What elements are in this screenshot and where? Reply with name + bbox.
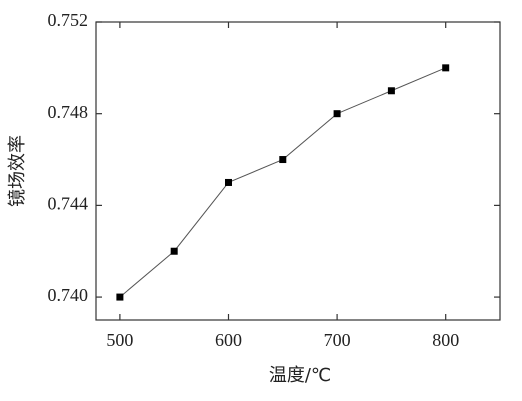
plot-frame: [95, 21, 501, 321]
marker: [116, 293, 124, 301]
marker: [442, 64, 450, 72]
x-tick-label: 500: [106, 330, 133, 350]
y-tick-label: 0.752: [48, 10, 89, 30]
marker: [387, 87, 395, 95]
y-tick-label: 0.740: [48, 285, 89, 305]
x-tick-label: 800: [432, 330, 459, 350]
y-axis-label: 镜场效率: [7, 135, 28, 207]
series-line: [119, 67, 446, 298]
marker: [279, 156, 287, 164]
marker: [224, 178, 232, 186]
x-tick-label: 700: [324, 330, 351, 350]
marker: [170, 247, 178, 255]
y-tick-label: 0.748: [48, 102, 89, 122]
marker: [333, 110, 341, 118]
y-tick-label: 0.744: [48, 194, 89, 214]
x-axis-label: 温度/℃: [269, 365, 331, 386]
x-tick-label: 600: [215, 330, 242, 350]
